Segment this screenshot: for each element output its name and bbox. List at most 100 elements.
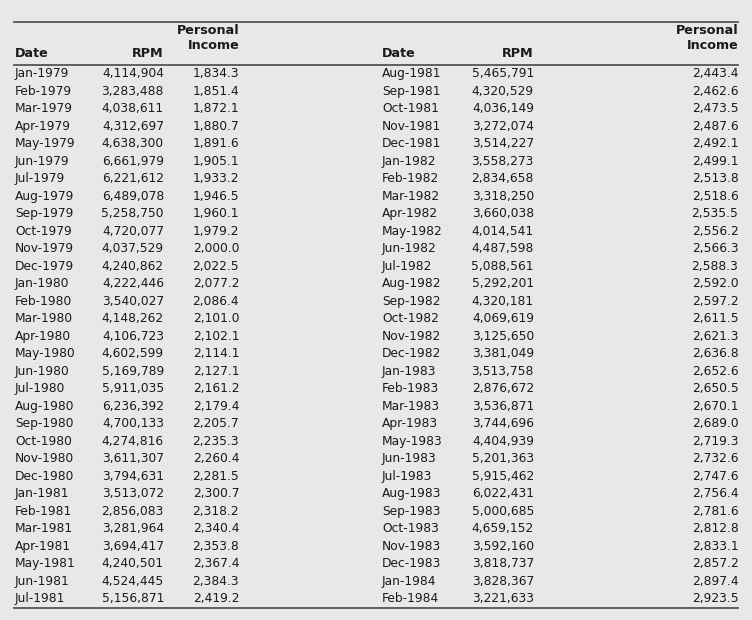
Text: 4,038,611: 4,038,611 xyxy=(102,102,164,115)
Text: Jun-1983: Jun-1983 xyxy=(382,453,437,466)
Text: 1,834.3: 1,834.3 xyxy=(193,68,239,81)
Text: 2,161.2: 2,161.2 xyxy=(193,383,239,396)
Text: 3,660,038: 3,660,038 xyxy=(472,207,534,220)
Text: Dec-1981: Dec-1981 xyxy=(382,138,441,150)
Text: 6,236,392: 6,236,392 xyxy=(102,400,164,413)
Text: 4,106,723: 4,106,723 xyxy=(102,330,164,343)
Text: Apr-1979: Apr-1979 xyxy=(15,120,71,133)
Text: 3,558,273: 3,558,273 xyxy=(472,155,534,168)
Text: Feb-1981: Feb-1981 xyxy=(15,505,72,518)
Text: Oct-1981: Oct-1981 xyxy=(382,102,439,115)
Text: 2,492.1: 2,492.1 xyxy=(692,138,738,150)
Text: 2,689.0: 2,689.0 xyxy=(692,417,738,430)
Text: Nov-1983: Nov-1983 xyxy=(382,540,441,553)
Text: 2,781.6: 2,781.6 xyxy=(692,505,738,518)
Text: Jul-1982: Jul-1982 xyxy=(382,260,432,273)
Text: 2,367.4: 2,367.4 xyxy=(193,557,239,570)
Text: 1,979.2: 1,979.2 xyxy=(193,225,239,238)
Text: Jul-1983: Jul-1983 xyxy=(382,470,432,483)
Text: 5,201,363: 5,201,363 xyxy=(472,453,534,466)
Text: 2,747.6: 2,747.6 xyxy=(692,470,738,483)
Text: May-1982: May-1982 xyxy=(382,225,443,238)
Text: 3,125,650: 3,125,650 xyxy=(472,330,534,343)
Text: 5,258,750: 5,258,750 xyxy=(102,207,164,220)
Text: Personal
Income: Personal Income xyxy=(177,24,239,52)
Text: Jul-1979: Jul-1979 xyxy=(15,172,65,185)
Text: 1,933.2: 1,933.2 xyxy=(193,172,239,185)
Text: 2,114.1: 2,114.1 xyxy=(193,347,239,360)
Text: 2,179.4: 2,179.4 xyxy=(193,400,239,413)
Text: 2,756.4: 2,756.4 xyxy=(692,487,738,500)
Text: 4,638,300: 4,638,300 xyxy=(102,138,164,150)
Text: 6,661,979: 6,661,979 xyxy=(102,155,164,168)
Text: 2,566.3: 2,566.3 xyxy=(692,242,738,255)
Text: 2,513.8: 2,513.8 xyxy=(692,172,738,185)
Text: 4,274,816: 4,274,816 xyxy=(102,435,164,448)
Text: 2,340.4: 2,340.4 xyxy=(193,522,239,535)
Text: Jul-1980: Jul-1980 xyxy=(15,383,65,396)
Text: Aug-1983: Aug-1983 xyxy=(382,487,441,500)
Text: Jan-1984: Jan-1984 xyxy=(382,575,436,588)
Text: 1,880.7: 1,880.7 xyxy=(193,120,239,133)
Text: 2,812.8: 2,812.8 xyxy=(692,522,738,535)
Text: 5,169,789: 5,169,789 xyxy=(102,365,164,378)
Text: 2,650.5: 2,650.5 xyxy=(692,383,738,396)
Text: Nov-1982: Nov-1982 xyxy=(382,330,441,343)
Text: 2,127.1: 2,127.1 xyxy=(193,365,239,378)
Text: 3,744,696: 3,744,696 xyxy=(472,417,534,430)
Text: 4,240,862: 4,240,862 xyxy=(102,260,164,273)
Text: 4,148,262: 4,148,262 xyxy=(102,312,164,326)
Text: 2,857.2: 2,857.2 xyxy=(692,557,738,570)
Text: 2,556.2: 2,556.2 xyxy=(692,225,738,238)
Text: 3,513,758: 3,513,758 xyxy=(472,365,534,378)
Text: Personal
Income: Personal Income xyxy=(676,24,738,52)
Text: 2,670.1: 2,670.1 xyxy=(692,400,738,413)
Text: Mar-1981: Mar-1981 xyxy=(15,522,73,535)
Text: 6,221,612: 6,221,612 xyxy=(102,172,164,185)
Text: 2,419.2: 2,419.2 xyxy=(193,592,239,605)
Text: 4,320,181: 4,320,181 xyxy=(472,295,534,308)
Text: Apr-1981: Apr-1981 xyxy=(15,540,71,553)
Text: May-1980: May-1980 xyxy=(15,347,76,360)
Text: 2,719.3: 2,719.3 xyxy=(692,435,738,448)
Text: 3,318,250: 3,318,250 xyxy=(472,190,534,203)
Text: Mar-1983: Mar-1983 xyxy=(382,400,440,413)
Text: Sep-1980: Sep-1980 xyxy=(15,417,74,430)
Text: Jun-1979: Jun-1979 xyxy=(15,155,70,168)
Text: 2,353.8: 2,353.8 xyxy=(193,540,239,553)
Text: 2,281.5: 2,281.5 xyxy=(193,470,239,483)
Text: 1,905.1: 1,905.1 xyxy=(193,155,239,168)
Text: Jun-1982: Jun-1982 xyxy=(382,242,437,255)
Text: May-1979: May-1979 xyxy=(15,138,76,150)
Text: Feb-1980: Feb-1980 xyxy=(15,295,72,308)
Text: 3,283,488: 3,283,488 xyxy=(102,85,164,98)
Text: 3,272,074: 3,272,074 xyxy=(472,120,534,133)
Text: 3,818,737: 3,818,737 xyxy=(472,557,534,570)
Text: 3,513,072: 3,513,072 xyxy=(102,487,164,500)
Text: 1,872.1: 1,872.1 xyxy=(193,102,239,115)
Text: 1,960.1: 1,960.1 xyxy=(193,207,239,220)
Text: 2,834,658: 2,834,658 xyxy=(472,172,534,185)
Text: Feb-1983: Feb-1983 xyxy=(382,383,439,396)
Text: Dec-1982: Dec-1982 xyxy=(382,347,441,360)
Text: 5,088,561: 5,088,561 xyxy=(472,260,534,273)
Text: 3,828,367: 3,828,367 xyxy=(472,575,534,588)
Text: 1,946.5: 1,946.5 xyxy=(193,190,239,203)
Text: RPM: RPM xyxy=(502,47,534,60)
Text: Jan-1983: Jan-1983 xyxy=(382,365,436,378)
Text: 2,077.2: 2,077.2 xyxy=(193,277,239,290)
Text: 2,462.6: 2,462.6 xyxy=(692,85,738,98)
Text: Feb-1984: Feb-1984 xyxy=(382,592,439,605)
Text: RPM: RPM xyxy=(132,47,164,60)
Text: 2,876,672: 2,876,672 xyxy=(472,383,534,396)
Text: Dec-1983: Dec-1983 xyxy=(382,557,441,570)
Text: Aug-1980: Aug-1980 xyxy=(15,400,74,413)
Text: Jun-1981: Jun-1981 xyxy=(15,575,70,588)
Text: Apr-1980: Apr-1980 xyxy=(15,330,71,343)
Text: 5,915,462: 5,915,462 xyxy=(472,470,534,483)
Text: 2,000.0: 2,000.0 xyxy=(193,242,239,255)
Text: Jan-1981: Jan-1981 xyxy=(15,487,69,500)
Text: Nov-1981: Nov-1981 xyxy=(382,120,441,133)
Text: 2,636.8: 2,636.8 xyxy=(692,347,738,360)
Text: 4,700,133: 4,700,133 xyxy=(102,417,164,430)
